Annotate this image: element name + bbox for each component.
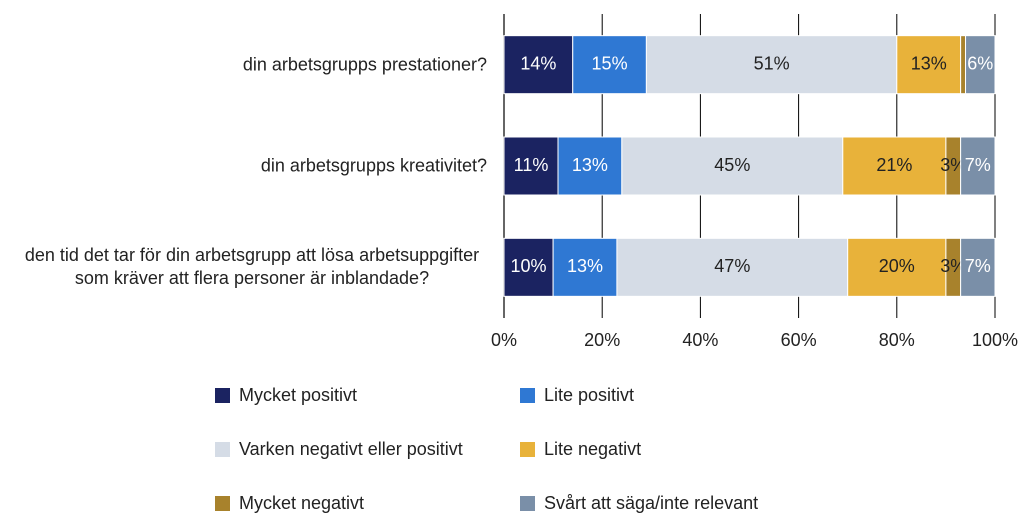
category-label: din arbetsgrupps kreativitet? (17, 155, 487, 178)
value-label: 13% (911, 53, 947, 73)
legend-swatch (215, 496, 230, 511)
legend-swatch (520, 442, 535, 457)
bar-segment (621, 136, 844, 196)
bar-segment (572, 35, 647, 95)
x-tick-label: 40% (682, 330, 718, 350)
value-label: 11% (514, 155, 549, 175)
value-label: 14% (520, 53, 556, 73)
legend-label: Svårt att säga/inte relevant (544, 493, 758, 513)
legend-label: Varken negativt eller positivt (239, 439, 463, 459)
bar-segment (965, 35, 996, 95)
legend-label: Mycket negativt (239, 493, 364, 513)
value-label: 3% (940, 256, 966, 276)
x-tick-label: 60% (781, 330, 817, 350)
legend-swatch (215, 388, 230, 403)
bar-segment (842, 136, 947, 196)
bar-segment (503, 35, 574, 95)
value-label: 20% (879, 256, 915, 276)
value-label: 7% (965, 155, 991, 175)
category-text: din arbetsgrupps kreativitet? (260, 155, 487, 176)
value-label: 10% (511, 256, 547, 276)
value-label: 13% (572, 155, 608, 175)
legend-swatch (520, 388, 535, 403)
legend-label: Lite positivt (544, 385, 634, 405)
bar-segment (645, 35, 898, 95)
bar-segment (896, 35, 962, 95)
bar-segment (960, 237, 996, 297)
x-tick-label: 80% (879, 330, 915, 350)
bar-segment (960, 136, 996, 196)
category-text: din arbetsgrupps prestationer? (242, 54, 487, 75)
legend-label: Mycket positivt (239, 385, 357, 405)
category-label: din arbetsgrupps prestationer? (17, 53, 487, 76)
bar-segment (960, 35, 967, 95)
category-label: den tid det tar för din arbetsgrupp att … (17, 244, 487, 290)
legend-swatch (215, 442, 230, 457)
value-label: 51% (754, 53, 790, 73)
bar-segment (503, 136, 559, 196)
value-label: 6% (967, 53, 993, 73)
x-tick-label: 0% (491, 330, 517, 350)
bar-segment (616, 237, 849, 297)
value-label: 7% (965, 256, 991, 276)
legend-label: Lite negativt (544, 439, 641, 459)
value-label: 47% (714, 256, 750, 276)
value-label: 13% (567, 256, 603, 276)
x-tick-label: 20% (584, 330, 620, 350)
legend-swatch (520, 496, 535, 511)
bar-segment (847, 237, 947, 297)
value-label: 15% (592, 53, 628, 73)
bar-segment (503, 237, 554, 297)
category-text: den tid det tar för din arbetsgrupp att … (24, 245, 480, 289)
value-label: 21% (876, 155, 912, 175)
bar-segment (557, 136, 623, 196)
value-label: 3% (940, 155, 966, 175)
x-tick-label: 100% (972, 330, 1018, 350)
value-label: 45% (714, 155, 750, 175)
